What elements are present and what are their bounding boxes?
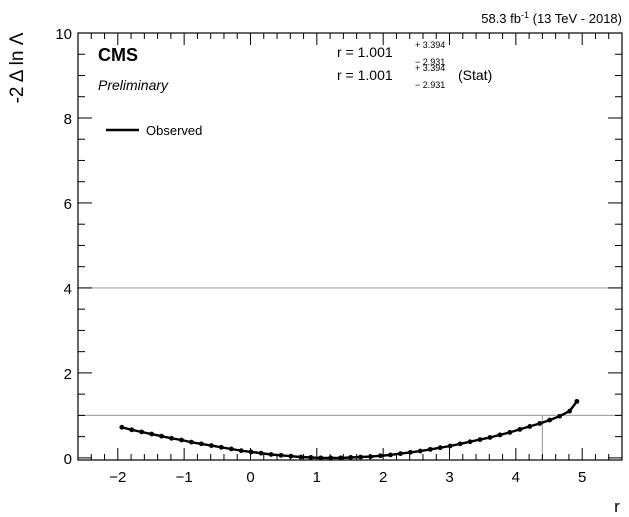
data-point bbox=[308, 455, 314, 460]
data-point bbox=[487, 435, 493, 440]
data-point bbox=[497, 432, 503, 438]
data-point bbox=[407, 449, 413, 455]
data-point bbox=[189, 439, 194, 445]
legend-label-observed: Observed bbox=[146, 123, 202, 138]
result-line-total: r = 1.001 + 3.394 − 2.931 bbox=[337, 40, 445, 67]
data-point bbox=[378, 453, 383, 459]
data-point bbox=[437, 445, 443, 451]
result-stat-up-error: + 3.394 bbox=[415, 63, 445, 73]
data-point bbox=[159, 433, 164, 439]
y-tick-label: 4 bbox=[64, 281, 72, 298]
luminosity-label: 58.3 fb-1 (13 TeV - 2018) bbox=[481, 10, 622, 26]
data-point bbox=[208, 443, 214, 448]
x-tick-label: 1 bbox=[313, 469, 321, 486]
data-point bbox=[278, 452, 284, 458]
cms-label: CMS bbox=[98, 45, 138, 65]
data-point bbox=[417, 448, 423, 454]
data-point bbox=[338, 455, 344, 461]
data-point bbox=[328, 455, 334, 461]
y-tick-label: 2 bbox=[64, 366, 72, 383]
result-total-value: r = 1.001 bbox=[337, 44, 393, 60]
data-point bbox=[288, 453, 294, 459]
data-point bbox=[268, 452, 274, 457]
data-point bbox=[567, 408, 572, 414]
data-point bbox=[467, 439, 473, 445]
data-point bbox=[198, 441, 204, 447]
data-point bbox=[218, 444, 224, 450]
series-observed bbox=[119, 398, 580, 461]
result-stat-down-error: − 2.931 bbox=[415, 80, 445, 90]
data-point bbox=[537, 421, 543, 426]
x-tick-label: 2 bbox=[379, 469, 387, 486]
data-point bbox=[457, 441, 463, 447]
result-line-stat: r = 1.001 + 3.394 − 2.931 (Stat) bbox=[337, 63, 492, 90]
x-tick-label: −2 bbox=[109, 469, 126, 486]
x-tick-label: 5 bbox=[578, 469, 586, 486]
result-total-up-error: + 3.394 bbox=[415, 40, 445, 50]
series-line-observed bbox=[121, 400, 578, 460]
result-total-down-error: − 2.931 bbox=[415, 57, 445, 67]
y-tick-label: 6 bbox=[64, 196, 72, 213]
data-point bbox=[169, 435, 174, 441]
data-point bbox=[318, 455, 324, 461]
data-point bbox=[119, 424, 125, 430]
x-tick-label: −1 bbox=[176, 469, 193, 486]
data-point bbox=[139, 429, 145, 435]
plot-frame bbox=[77, 32, 623, 461]
x-tick-label: 3 bbox=[445, 469, 453, 486]
data-point bbox=[574, 398, 580, 404]
data-point bbox=[358, 454, 364, 460]
x-axis-title: r bbox=[614, 497, 620, 516]
legend: Observed bbox=[106, 123, 202, 138]
data-point bbox=[179, 437, 184, 443]
x-axis: −2 −1 0 1 2 3 4 5 bbox=[77, 33, 623, 486]
result-stat-suffix: (Stat) bbox=[458, 67, 492, 83]
result-stat-value: r = 1.001 bbox=[337, 67, 393, 83]
data-point bbox=[447, 443, 453, 449]
data-point bbox=[238, 448, 244, 454]
data-point bbox=[348, 455, 354, 460]
y-axis-title: -2 Δ ln Λ bbox=[7, 32, 28, 103]
x-tick-label: 4 bbox=[512, 469, 520, 486]
data-point bbox=[527, 424, 533, 429]
data-point bbox=[507, 429, 513, 435]
data-point bbox=[149, 431, 155, 437]
y-axis: 0 2 4 6 8 10 bbox=[55, 26, 622, 468]
data-point bbox=[258, 450, 264, 456]
data-point bbox=[547, 417, 553, 423]
data-point bbox=[477, 437, 483, 443]
y-tick-label: 10 bbox=[55, 26, 72, 43]
data-point bbox=[298, 454, 304, 460]
data-point bbox=[368, 454, 373, 460]
data-point bbox=[427, 446, 433, 452]
data-point bbox=[517, 427, 523, 432]
data-point bbox=[557, 413, 563, 419]
data-point bbox=[248, 449, 254, 455]
data-point bbox=[228, 446, 234, 452]
y-tick-label: 8 bbox=[64, 111, 72, 128]
data-point bbox=[388, 452, 393, 458]
reference-lines bbox=[78, 287, 622, 460]
data-point bbox=[129, 427, 135, 433]
data-point bbox=[398, 451, 403, 457]
x-tick-label: 0 bbox=[246, 469, 254, 486]
cms-sublabel: Preliminary bbox=[98, 77, 169, 93]
y-tick-label: 0 bbox=[64, 451, 72, 468]
